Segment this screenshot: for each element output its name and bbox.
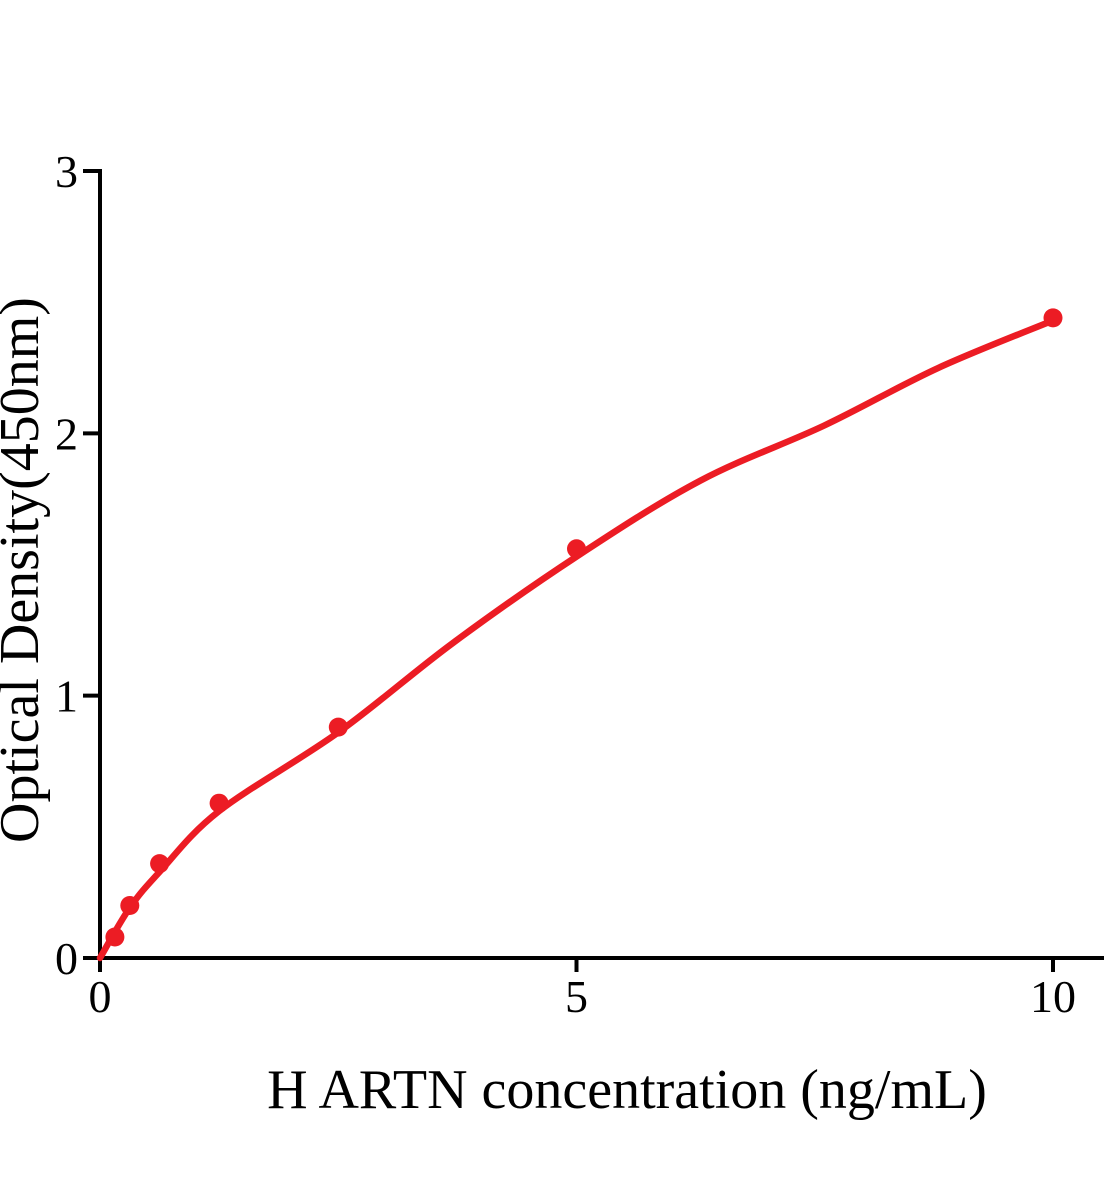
data-point (209, 793, 229, 813)
axes (98, 169, 1104, 960)
x-tick-label: 10 (1030, 971, 1076, 1022)
data-point (328, 717, 348, 737)
x-tick-label: 0 (89, 971, 112, 1022)
data-point (120, 896, 140, 915)
y-tick-label: 3 (55, 146, 78, 197)
y-axis-ticks (83, 169, 100, 960)
x-axis-tick-labels: 0 5 10 (89, 971, 1077, 1022)
y-tick-label: 1 (55, 671, 78, 722)
data-point (105, 927, 125, 947)
x-tick-label: 5 (565, 971, 588, 1022)
data-point (1043, 308, 1063, 328)
data-points (105, 308, 1063, 947)
fit-curve-line (96, 317, 1057, 962)
x-axis-ticks (98, 958, 1055, 972)
x-axis-title: H ARTN concentration (ng/mL) (267, 1059, 987, 1121)
y-axis-title: Optical Density(450nm) (0, 297, 51, 843)
data-point (150, 854, 170, 874)
y-tick-label: 2 (55, 408, 78, 459)
y-tick-label: 0 (55, 933, 78, 984)
data-point (567, 539, 586, 559)
y-axis-tick-labels: 0 1 2 3 (55, 146, 78, 984)
